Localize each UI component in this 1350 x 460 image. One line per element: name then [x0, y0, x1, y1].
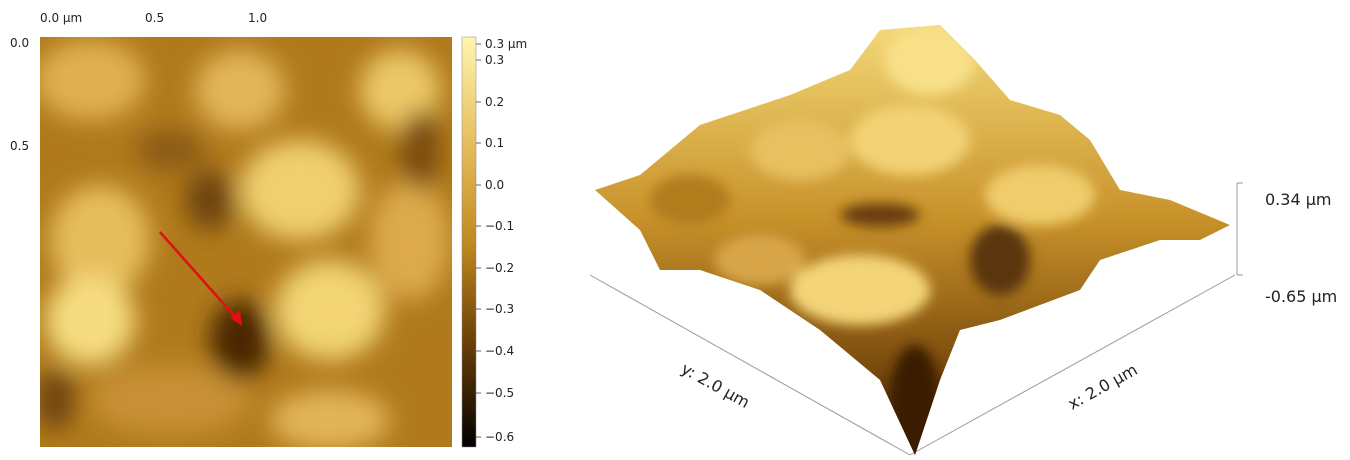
colorbar-label: 0.3 [485, 53, 504, 67]
top-label: 0.5 [145, 11, 164, 25]
height-map [40, 37, 452, 447]
y-axis-label: y: 2.0 µm [678, 359, 753, 412]
x-axis-label: x: 2.0 µm [1065, 360, 1141, 414]
colorbar-label: 0.0 [485, 178, 504, 192]
colorbar-label: −0.2 [485, 261, 514, 275]
colorbar-label: −0.4 [485, 344, 514, 358]
arrow-head [230, 310, 242, 326]
colorbar-label: −0.5 [485, 386, 514, 400]
left-label: 0.0 [10, 36, 29, 50]
z-max-label: 0.34 µm [1265, 190, 1331, 209]
colorbar-label: 0.3 µm [485, 37, 527, 51]
top-label: 0.0 µm [40, 11, 82, 25]
z-min-label: -0.65 µm [1265, 287, 1337, 306]
colorbar-label: −0.1 [485, 219, 514, 233]
colorbar [461, 36, 477, 448]
left-label: 0.5 [10, 139, 29, 153]
top-label: 1.0 [248, 11, 267, 25]
colorbar-label: −0.3 [485, 302, 514, 316]
colorbar-label: −0.6 [485, 430, 514, 444]
colorbar-label: 0.1 [485, 136, 504, 150]
colorbar-label: 0.2 [485, 95, 504, 109]
surface-3d [589, 25, 1243, 456]
arrow [159, 231, 239, 321]
